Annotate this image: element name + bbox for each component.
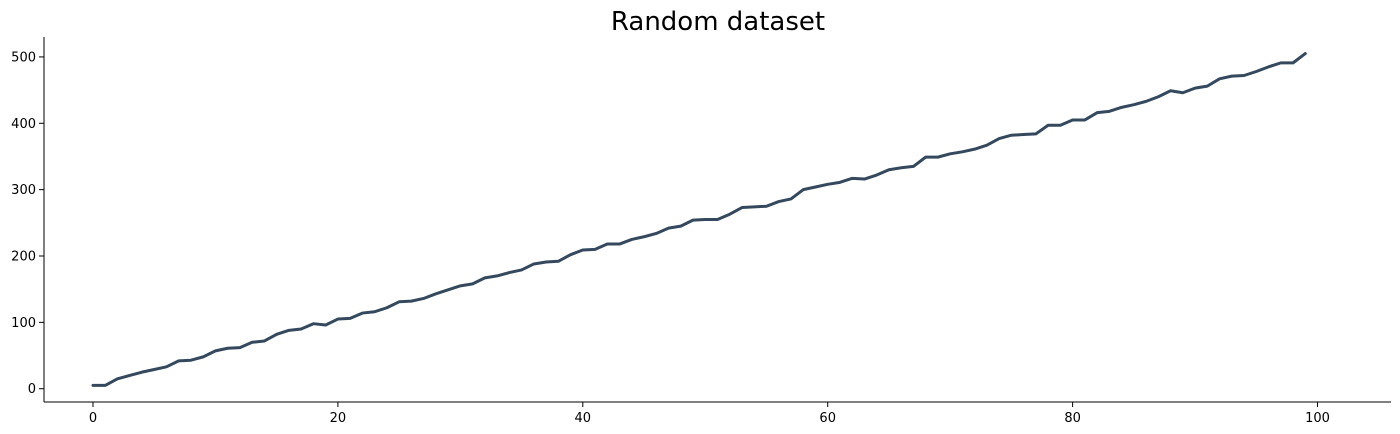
y-tick-label: 300 [11, 183, 36, 198]
x-axis-ticks: 0 20 40 60 80 100 [89, 402, 1330, 426]
x-tick-label: 0 [89, 411, 97, 426]
chart-title: Random dataset [611, 7, 825, 37]
x-tick-label: 40 [575, 411, 592, 426]
y-tick-label: 500 [11, 50, 36, 65]
x-tick-label: 20 [330, 411, 347, 426]
y-tick-label: 0 [28, 382, 36, 397]
x-tick-label: 60 [819, 411, 836, 426]
data-series-line [91, 52, 1307, 387]
y-axis-ticks: 0 100 200 300 400 500 [11, 50, 44, 397]
y-tick-label: 400 [11, 117, 36, 132]
x-tick-label: 80 [1064, 411, 1081, 426]
y-tick-label: 100 [11, 316, 36, 331]
x-tick-label: 100 [1305, 411, 1330, 426]
y-tick-label: 200 [11, 250, 36, 265]
